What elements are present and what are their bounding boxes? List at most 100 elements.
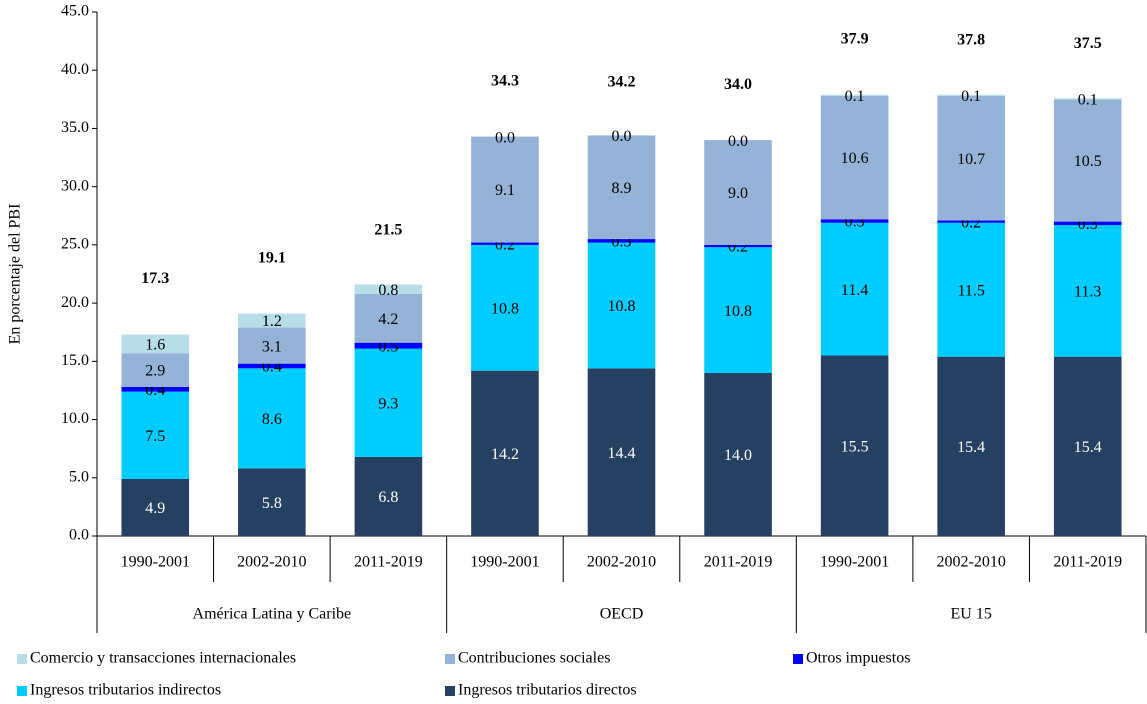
bar-segment bbox=[937, 94, 1005, 96]
bar-segment bbox=[937, 356, 1005, 536]
data-label: 10.7 bbox=[957, 151, 985, 168]
bar-segment bbox=[121, 386, 190, 392]
data-label: 2.9 bbox=[145, 363, 165, 380]
legend-swatch bbox=[793, 654, 803, 664]
bar-segment bbox=[238, 368, 306, 469]
bar-segment bbox=[354, 284, 423, 294]
bar-segment bbox=[1053, 98, 1122, 100]
data-label: 11.4 bbox=[841, 282, 868, 299]
bar-segment bbox=[820, 95, 889, 220]
legend-label: Contribuciones sociales bbox=[458, 650, 610, 667]
data-label: 10.8 bbox=[724, 303, 752, 320]
total-label: 19.1 bbox=[258, 249, 286, 266]
x-tick-label: 2002-2010 bbox=[587, 554, 656, 571]
legend-label: Ingresos tributarios indirectos bbox=[30, 682, 221, 699]
data-label: 4.9 bbox=[145, 500, 165, 517]
legend-label: Comercio y transacciones internacionales bbox=[30, 650, 296, 667]
bar-segment bbox=[471, 136, 539, 243]
y-tick-label: 5.0 bbox=[69, 468, 89, 485]
total-label: 17.3 bbox=[141, 270, 169, 287]
y-tick-label: 40.0 bbox=[61, 61, 89, 78]
data-label: 0.1 bbox=[961, 88, 981, 105]
bar-segment bbox=[937, 220, 1005, 223]
x-tick-label: 2011-2019 bbox=[354, 554, 423, 571]
data-label: 15.4 bbox=[957, 439, 985, 456]
x-tick-label: 2011-2019 bbox=[704, 554, 773, 571]
bar-segment bbox=[471, 370, 539, 536]
bar-segment bbox=[587, 242, 656, 369]
bar-segment bbox=[937, 95, 1005, 221]
legend-label: Ingresos tributarios directos bbox=[458, 682, 637, 699]
data-label: 1.2 bbox=[262, 313, 282, 330]
bar-segment bbox=[354, 348, 423, 457]
data-label: 0.0 bbox=[728, 133, 748, 150]
bar-segment bbox=[820, 355, 889, 536]
y-tick-label: 0.0 bbox=[69, 527, 89, 544]
legend-swatch bbox=[445, 686, 455, 696]
bar-segment bbox=[937, 222, 1005, 357]
legend-swatch bbox=[445, 654, 455, 664]
x-tick-label: 2002-2010 bbox=[237, 554, 306, 571]
data-label: 14.4 bbox=[608, 445, 636, 462]
total-label: 37.5 bbox=[1074, 35, 1102, 52]
bar-segment bbox=[121, 478, 190, 536]
bar-segment bbox=[704, 247, 772, 373]
data-label: 0.8 bbox=[378, 282, 398, 299]
bar-segment bbox=[820, 94, 889, 96]
y-axis-label: En porcentaje del PBI bbox=[7, 204, 24, 345]
bar-segment bbox=[471, 242, 539, 245]
data-label: 7.5 bbox=[145, 428, 165, 445]
data-label: 10.6 bbox=[841, 150, 869, 167]
data-label: 11.5 bbox=[957, 282, 984, 299]
y-tick-label: 35.0 bbox=[61, 119, 89, 136]
total-label: 34.0 bbox=[724, 76, 752, 93]
total-label: 37.8 bbox=[957, 32, 985, 49]
x-tick-label: 1990-2001 bbox=[121, 554, 190, 571]
total-label: 21.5 bbox=[374, 221, 402, 238]
y-tick-label: 45.0 bbox=[61, 3, 89, 20]
bar-segment bbox=[238, 327, 306, 364]
y-tick-label: 20.0 bbox=[61, 294, 89, 311]
data-label: 10.8 bbox=[608, 298, 636, 315]
total-label: 37.9 bbox=[841, 30, 869, 47]
bar-segment bbox=[238, 363, 306, 369]
bar-segment bbox=[1053, 221, 1122, 226]
data-label: 11.3 bbox=[1074, 284, 1101, 301]
x-tick-label: 1990-2001 bbox=[470, 554, 539, 571]
data-label: 15.5 bbox=[841, 438, 869, 455]
bar-segment bbox=[820, 222, 889, 356]
bar-segment bbox=[354, 293, 423, 343]
data-label: 3.1 bbox=[262, 338, 282, 355]
legend-swatch bbox=[17, 654, 27, 664]
data-label: 8.6 bbox=[262, 411, 282, 428]
bar-segment bbox=[587, 239, 656, 243]
data-label: 15.4 bbox=[1074, 439, 1102, 456]
bar-segment bbox=[238, 468, 306, 536]
total-label: 34.2 bbox=[608, 73, 636, 90]
y-tick-label: 25.0 bbox=[61, 236, 89, 253]
data-label: 0.0 bbox=[495, 129, 515, 146]
data-label: 8.9 bbox=[612, 180, 632, 197]
bar-segment bbox=[704, 372, 772, 536]
data-label: 14.2 bbox=[491, 446, 519, 463]
data-label: 0.0 bbox=[612, 128, 632, 145]
group-label: EU 15 bbox=[951, 606, 992, 623]
data-label: 6.8 bbox=[378, 489, 398, 506]
bar-segment bbox=[238, 313, 306, 328]
y-tick-label: 30.0 bbox=[61, 177, 89, 194]
data-label: 10.8 bbox=[491, 300, 519, 317]
data-label: 9.1 bbox=[495, 182, 515, 199]
bar-segment bbox=[587, 135, 656, 240]
data-label: 1.6 bbox=[145, 337, 165, 354]
bar-segment bbox=[121, 391, 190, 479]
x-tick-label: 2002-2010 bbox=[937, 554, 1006, 571]
group-label: OECD bbox=[600, 606, 644, 623]
x-tick-label: 1990-2001 bbox=[820, 554, 889, 571]
data-label: 14.0 bbox=[724, 447, 752, 464]
bar-segment bbox=[820, 219, 889, 223]
data-label: 10.5 bbox=[1074, 153, 1102, 170]
x-tick-label: 2011-2019 bbox=[1053, 554, 1122, 571]
y-tick-label: 10.0 bbox=[61, 410, 89, 427]
data-label: 0.1 bbox=[1078, 91, 1098, 108]
